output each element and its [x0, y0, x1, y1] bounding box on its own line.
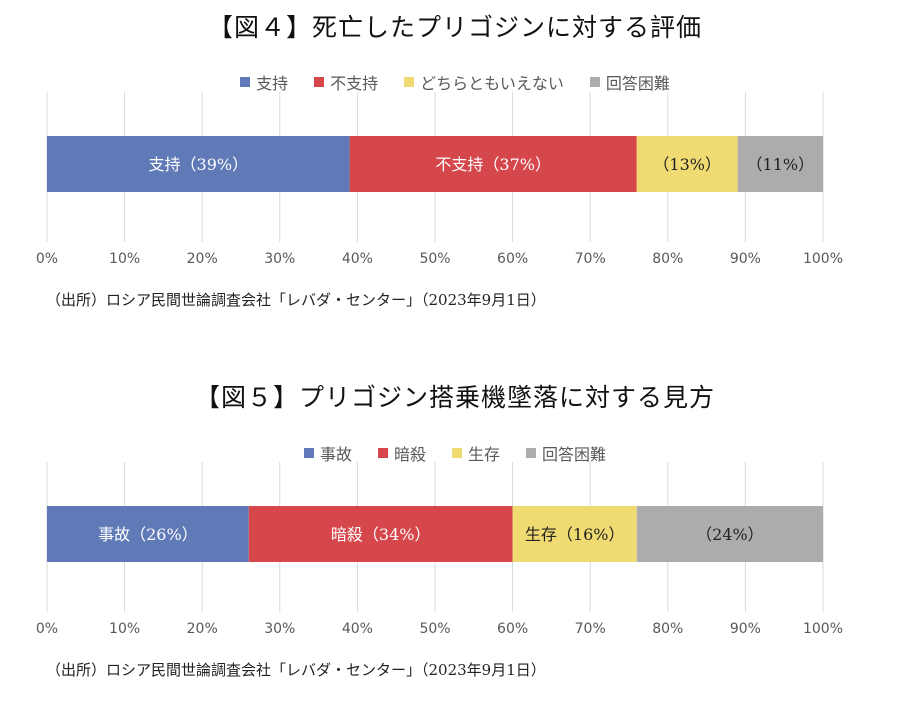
x-tick-label: 10%: [109, 251, 140, 267]
legend-swatch: [303, 448, 314, 458]
x-tick-label: 40%: [342, 251, 373, 267]
data-label: 暗殺（34%）: [331, 525, 431, 544]
legend-item: 回答困難: [526, 441, 606, 465]
legend-item: 暗殺: [377, 441, 426, 465]
x-tick-label: 30%: [264, 251, 295, 267]
bar-segment: [636, 136, 738, 192]
bar-segment: [512, 506, 637, 562]
bar-segment: [737, 136, 823, 192]
source-note: （出所）ロシア民間世論調査会社「レバダ・センター」（2023年9月1日）: [46, 661, 546, 679]
x-tick-label: 50%: [419, 621, 450, 637]
x-tick-label: 60%: [497, 621, 528, 637]
x-tick-label: 70%: [575, 621, 606, 637]
legend-label: 不支持: [330, 74, 379, 93]
legend-swatch: [589, 77, 600, 87]
legend-label: 回答困難: [542, 445, 607, 464]
x-tick-label: 0%: [36, 621, 58, 637]
legend-item: 事故: [303, 441, 352, 465]
source-note: （出所）ロシア民間世論調査会社「レバダ・センター」（2023年9月1日）: [46, 291, 546, 309]
legend-swatch: [240, 77, 251, 87]
stacked-bar-chart: 0% 10% 20% 30% 40% 50% 60% 70% 80% 90% 100% 事故（26%）…: [36, 462, 843, 637]
x-tick-label: 40%: [342, 621, 373, 637]
data-label: （24%）: [696, 525, 764, 544]
x-tick-label: 30%: [264, 621, 295, 637]
data-label: 生存（16%）: [525, 525, 625, 544]
data-label: 不支持（37%）: [435, 155, 551, 174]
legend-item: 生存: [452, 441, 500, 465]
x-tick-label: 20%: [187, 621, 218, 637]
legend-label: 支持: [256, 74, 289, 93]
chart-title: 【図５】プリゴジン搭乗機墜落に対する見方: [194, 383, 715, 412]
legend-label: どちらともいえない: [420, 74, 564, 93]
x-tick-label: 10%: [109, 621, 140, 637]
data-label: （11%）: [747, 155, 815, 174]
x-tick-label: 60%: [497, 251, 528, 267]
bar-segment: [47, 506, 249, 562]
legend-item: どちらともいえない: [404, 70, 564, 94]
chart-panel-1: 【図４】死亡したプリゴジンに対する評価 支持 不支持 どちらともいえない 回答困…: [0, 0, 910, 340]
x-tick-label: 80%: [652, 251, 683, 267]
legend-swatch: [452, 448, 462, 458]
x-tick-label: 70%: [575, 251, 606, 267]
legend-swatch: [314, 77, 325, 87]
x-tick-label: 50%: [419, 251, 450, 267]
chart-panel-2: 【図５】プリゴジン搭乗機墜落に対する見方 事故 暗殺 生存 回答困難 0% 10%…: [0, 370, 910, 721]
legend-label: 回答困難: [605, 74, 670, 93]
x-tick-label: 80%: [652, 621, 683, 637]
legend-item: 回答困難: [589, 70, 670, 94]
data-label: （13%）: [653, 155, 721, 174]
x-tick-label: 100%: [803, 251, 843, 267]
legend-label: 事故: [319, 445, 352, 464]
bar-segment: [248, 506, 513, 562]
bar-segment: [47, 136, 350, 192]
chart-legend: 支持 不支持 どちらともいえない 回答困難: [0, 70, 910, 94]
legend-label: 暗殺: [393, 445, 426, 464]
legend-item: 支持: [240, 70, 288, 94]
legend-swatch: [526, 448, 537, 458]
chart-title: 【図４】死亡したプリゴジンに対する評価: [207, 13, 702, 42]
data-label: 事故（26%）: [98, 525, 198, 544]
legend-label: 生存: [468, 445, 501, 464]
bar-segment: [349, 136, 637, 192]
legend-swatch: [377, 448, 388, 458]
legend-item: 不支持: [314, 70, 378, 94]
x-tick-label: 90%: [730, 251, 761, 267]
legend-swatch: [404, 77, 415, 87]
x-tick-label: 0%: [36, 251, 58, 267]
chart-legend: 事故 暗殺 生存 回答困難: [0, 441, 910, 465]
bar-segment: [636, 506, 823, 562]
stacked-bar-chart: 0% 10% 20% 30% 40% 50% 60% 70% 80% 90% 100% 支持（39%）…: [36, 92, 843, 267]
data-label: 支持（39%）: [149, 155, 249, 174]
x-tick-label: 90%: [730, 621, 761, 637]
x-tick-label: 100%: [803, 621, 843, 637]
x-tick-label: 20%: [187, 251, 218, 267]
